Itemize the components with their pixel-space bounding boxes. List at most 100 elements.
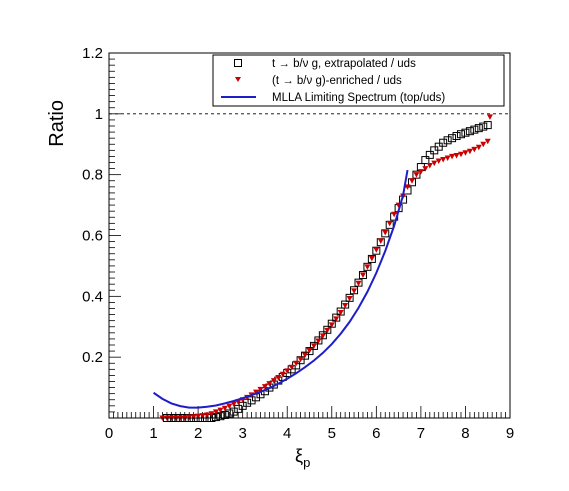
data-point-triangle <box>302 352 309 359</box>
legend-marker-triangle-down <box>235 77 241 82</box>
x-tick-label: 1 <box>149 425 157 442</box>
y-tick-label: 1.2 <box>82 45 103 62</box>
data-point-square <box>421 156 430 165</box>
data-point-triangle <box>359 272 366 279</box>
data-point-triangle <box>480 141 487 148</box>
data-point-triangle <box>342 302 349 309</box>
data-point-triangle <box>382 229 389 236</box>
data-point-triangle <box>391 211 398 218</box>
data-point-triangle <box>204 412 211 418</box>
legend-marker-open-square <box>234 59 242 67</box>
data-point-triangle <box>351 288 358 294</box>
data-point-triangle <box>444 155 451 161</box>
legend-label-enriched: (t → b/ν g)-enriched / uds <box>272 75 402 87</box>
data-point-square <box>229 407 238 416</box>
data-point-square <box>381 229 390 238</box>
legend-label-mlla: MLLA Limiting Spectrum (top/uds) <box>272 92 445 104</box>
y-tick-labels: 0.2 0.4 0.6 0.8 1 1.2 <box>82 45 103 366</box>
data-point-triangle <box>484 138 491 145</box>
data-point-triangle <box>422 166 429 172</box>
data-point-triangle <box>226 403 233 410</box>
x-axis-title-main: ξ <box>295 446 303 466</box>
data-point-square <box>439 138 448 147</box>
data-point-triangle <box>266 381 273 387</box>
data-point-square <box>461 128 470 137</box>
legend-label-extrapolated: t → b/ν g, extrapolated / uds <box>272 58 416 70</box>
data-point-triangle <box>486 114 493 120</box>
x-tick-label: 2 <box>194 425 202 442</box>
data-point-triangle <box>306 347 313 354</box>
data-point-triangle <box>310 343 317 349</box>
data-point-triangle <box>230 401 237 408</box>
data-point-triangle <box>199 413 206 419</box>
data-point-triangle <box>337 309 344 316</box>
legend: t → b/ν g, extrapolated / uds (t → b/ν g… <box>212 54 505 107</box>
data-point-square <box>301 351 310 360</box>
x-tick-label: 0 <box>105 425 113 442</box>
data-point-triangle <box>404 184 411 190</box>
data-point-triangle <box>346 295 353 302</box>
data-point-triangle <box>440 156 447 163</box>
x-tick-label: 9 <box>506 425 514 442</box>
data-point-triangle <box>293 360 300 367</box>
data-point-square <box>465 127 474 136</box>
data-point-square <box>470 125 479 134</box>
data-point-triangle <box>457 151 464 158</box>
x-tick-label: 6 <box>372 425 380 442</box>
data-point-square <box>456 130 465 139</box>
data-point-square <box>452 132 461 141</box>
data-point-triangle <box>186 414 193 421</box>
y-tick-label: 0.2 <box>82 349 103 366</box>
data-point-triangle <box>377 238 384 244</box>
data-point-triangle <box>408 178 415 184</box>
data-point-triangle <box>319 333 326 339</box>
data-point-triangle <box>426 163 433 169</box>
data-point-square <box>479 122 488 131</box>
data-point-triangle <box>373 247 380 253</box>
data-point-triangle <box>208 411 215 417</box>
x-tick-label: 3 <box>238 425 246 442</box>
data-point-square <box>372 246 381 255</box>
data-point-triangle <box>288 364 295 371</box>
y-tick-label: 1 <box>95 106 103 123</box>
data-point-triangle <box>471 146 478 153</box>
data-point-triangle <box>221 405 228 412</box>
x-tick-label: 5 <box>328 425 336 442</box>
data-point-triangle <box>364 264 371 270</box>
data-point-square <box>296 356 305 365</box>
data-point-triangle <box>466 148 473 155</box>
data-point-triangle <box>257 386 264 393</box>
mlla-curve <box>152 169 409 409</box>
data-point-triangle <box>261 384 268 390</box>
y-tick-label: 0.4 <box>82 288 103 305</box>
data-point-triangle <box>449 153 456 160</box>
data-point-triangle <box>270 378 277 384</box>
data-point-triangle <box>284 368 291 374</box>
data-point-triangle <box>190 414 197 420</box>
data-point-triangle <box>462 150 469 156</box>
data-point-square <box>448 134 457 143</box>
data-point-triangle <box>324 327 331 334</box>
x-tick-label: 8 <box>461 425 469 442</box>
data-point-triangle <box>275 375 282 381</box>
x-tick-label: 4 <box>283 425 291 442</box>
legend-box <box>212 54 505 107</box>
data-point-triangle <box>333 316 340 322</box>
y-tick-label: 0.8 <box>82 167 103 184</box>
data-point-triangle <box>355 280 362 287</box>
data-point-square <box>305 347 314 356</box>
x-axis-title-subscript: p <box>303 455 310 470</box>
plot-frame <box>108 52 511 419</box>
data-point-square <box>309 341 318 350</box>
x-tick-label: 7 <box>417 425 425 442</box>
data-point-triangle <box>453 153 460 159</box>
data-point-triangle <box>386 220 393 227</box>
data-point-square <box>363 262 372 271</box>
x-tick-labels: 0 1 2 3 4 5 6 7 8 9 <box>105 425 514 442</box>
data-point-triangle <box>315 338 322 345</box>
data-point-square <box>412 170 421 179</box>
data-point-triangle <box>253 389 260 396</box>
data-point-triangle <box>431 160 438 167</box>
data-point-triangle <box>435 158 442 164</box>
